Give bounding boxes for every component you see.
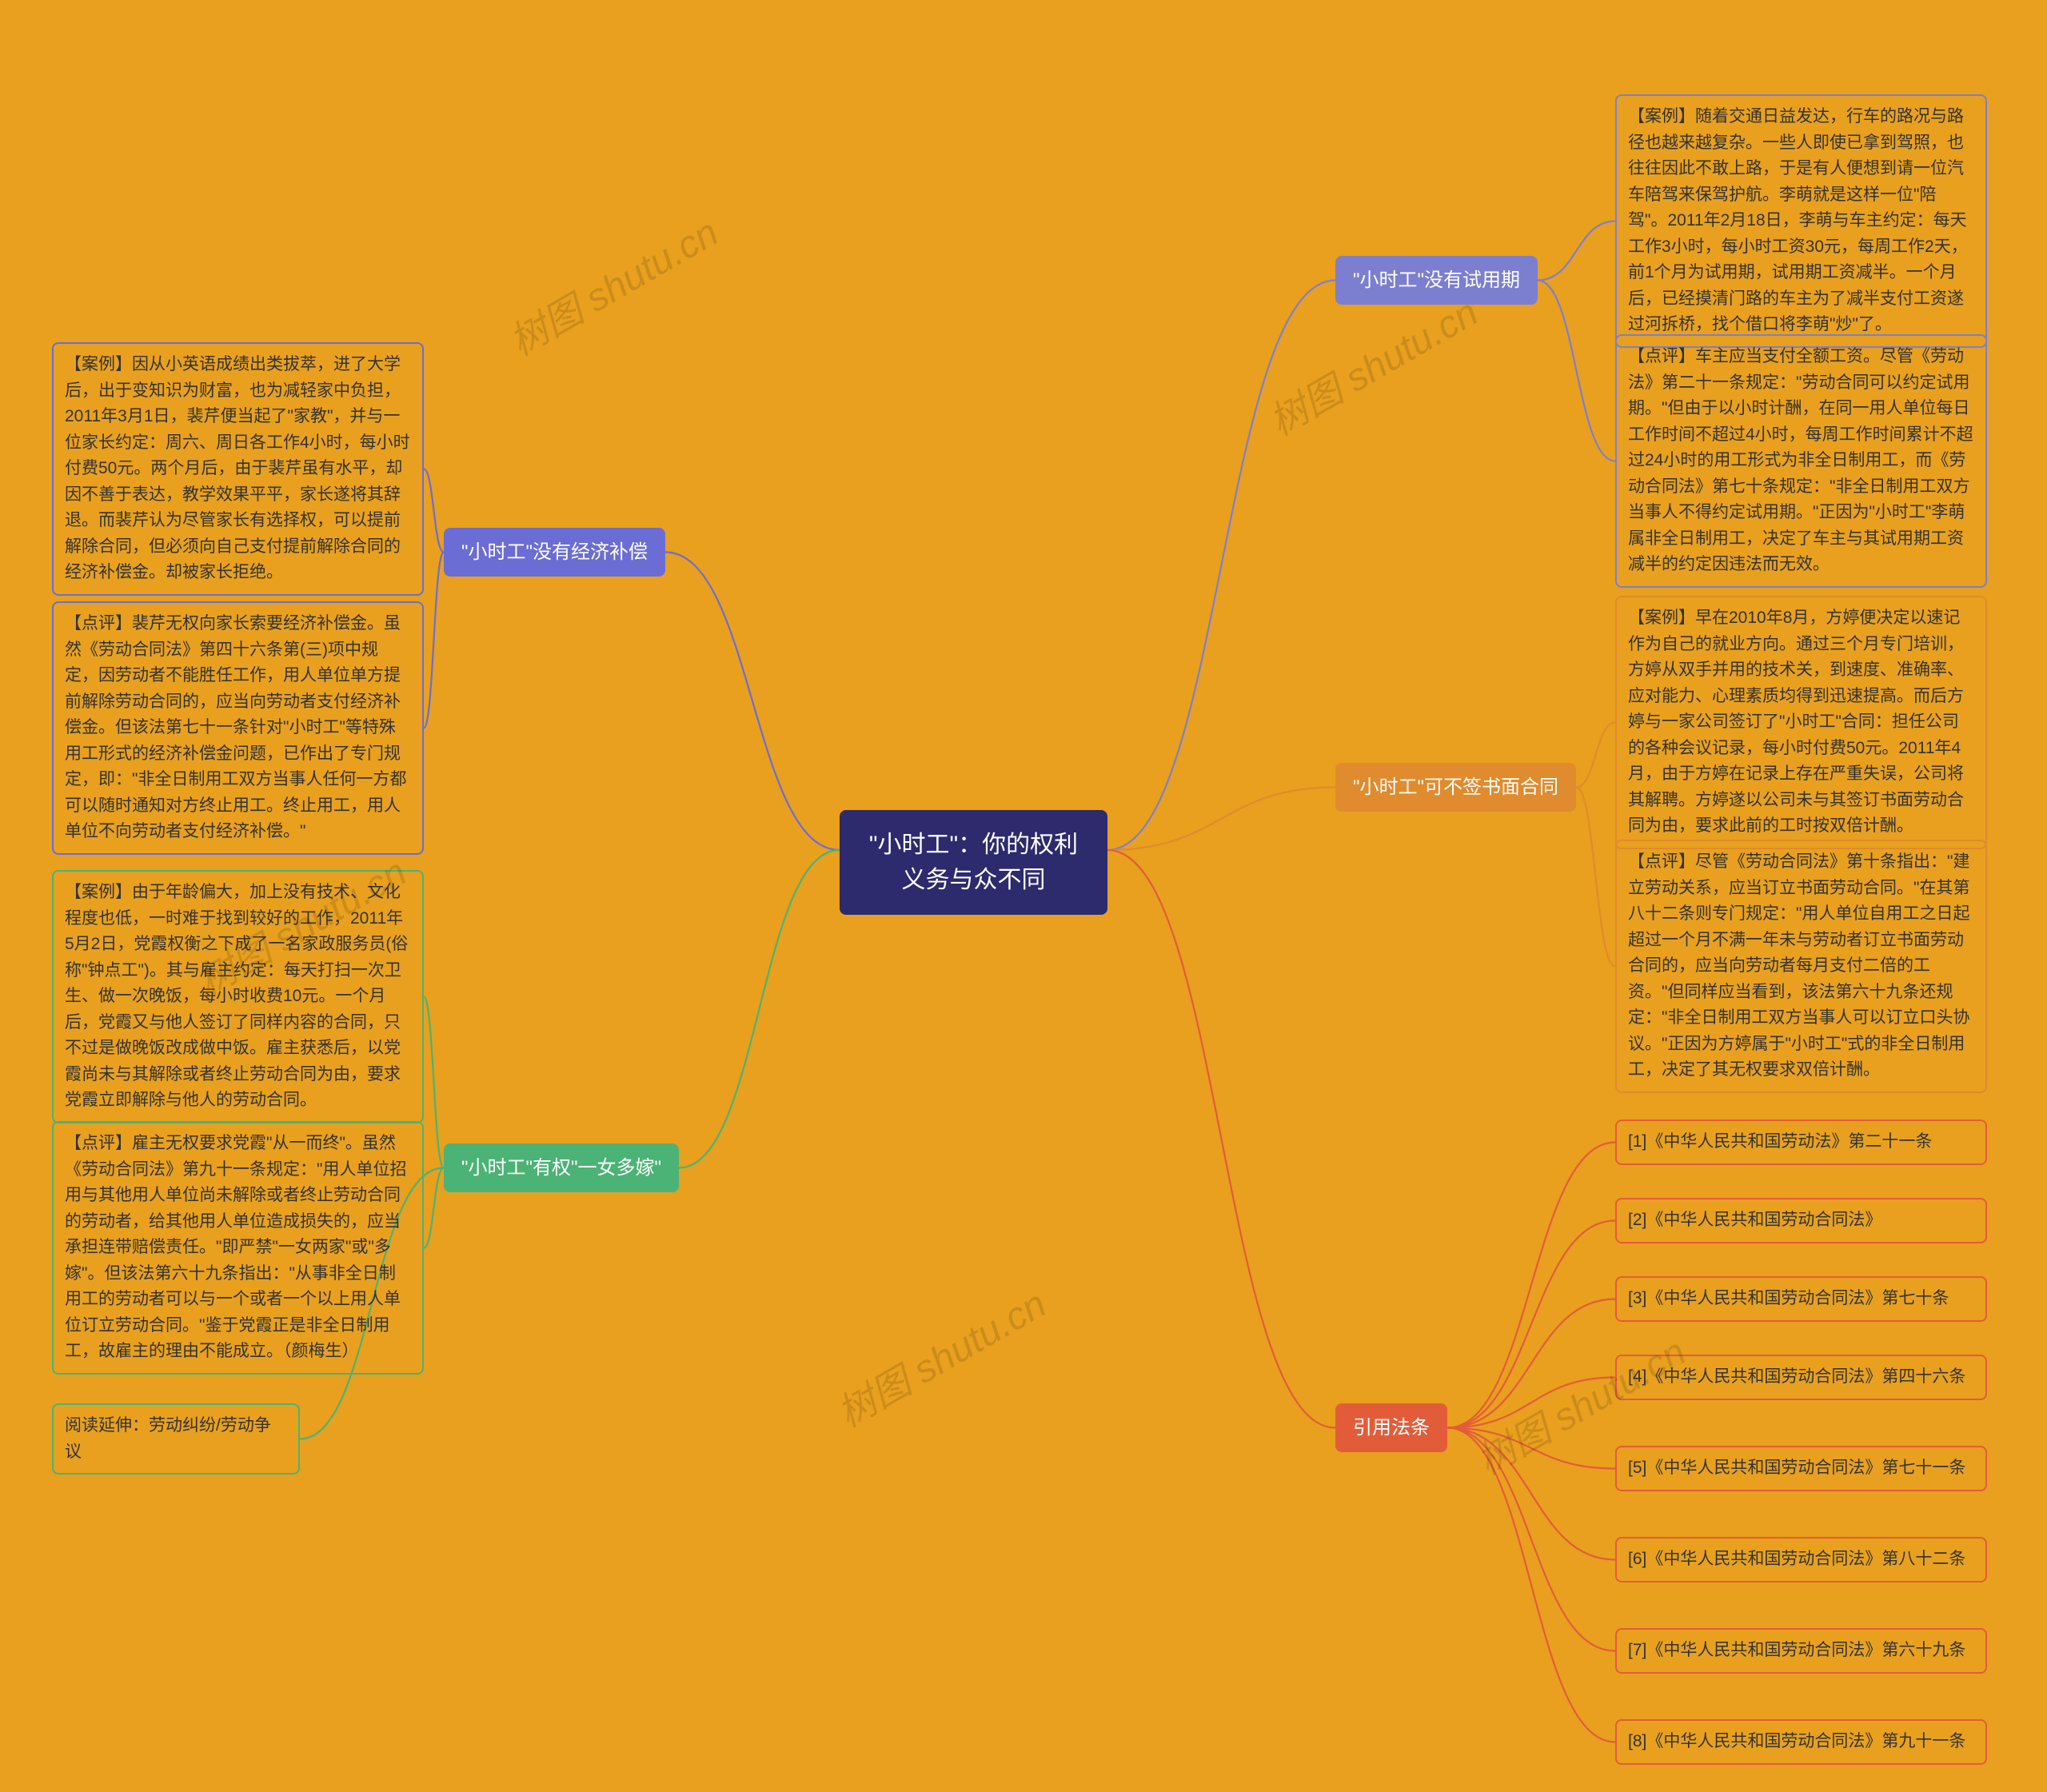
watermark: 树图 shutu.cn xyxy=(1257,281,1486,446)
branch-label: "小时工"有权"一女多嫁" xyxy=(461,1157,661,1179)
branch-label: 引用法条 xyxy=(1353,1417,1430,1439)
leaf-text: [8]《中华人民共和国劳动合同法》第九十一条 xyxy=(1628,1732,1965,1750)
leaf-b1-1: 【点评】车主应当支付全额工资。尽管《劳动法》第二十一条规定："劳动合同可以约定试… xyxy=(1615,334,1987,588)
leaf-b4-1: 【点评】裴芹无权向家长索要经济补偿金。虽然《劳动合同法》第四十六条第(三)项中规… xyxy=(52,601,424,855)
leaf-b2-0: 【案例】早在2010年8月，方婷便决定以速记作为自己的就业方向。通过三个月专门培… xyxy=(1615,596,1987,849)
leaf-b5-0: 【案例】由于年龄偏大，加上没有技术、文化程度也低，一时难于找到较好的工作，201… xyxy=(52,870,424,1123)
leaf-text: [6]《中华人民共和国劳动合同法》第八十二条 xyxy=(1628,1550,1965,1568)
branch-b5: "小时工"有权"一女多嫁" xyxy=(444,1143,679,1192)
branch-b4: "小时工"没有经济补偿 xyxy=(444,528,665,577)
leaf-text: 阅读延伸：劳动纠纷/劳动争议 xyxy=(65,1416,271,1461)
leaf-b3-0: [1]《中华人民共和国劳动法》第二十一条 xyxy=(1615,1120,1987,1165)
leaf-text: 【点评】雇主无权要求党霞"从一而终"。虽然《劳动合同法》第九十一条规定："用人单… xyxy=(65,1134,406,1360)
leaf-text: 【点评】裴芹无权向家长索要经济补偿金。虽然《劳动合同法》第四十六条第(三)项中规… xyxy=(65,614,406,840)
leaf-b3-2: [3]《中华人民共和国劳动合同法》第七十条 xyxy=(1615,1276,1987,1322)
leaf-text: 【案例】由于年龄偏大，加上没有技术、文化程度也低，一时难于找到较好的工作，201… xyxy=(65,883,408,1109)
leaf-b3-3: [4]《中华人民共和国劳动合同法》第四十六条 xyxy=(1615,1355,1987,1400)
branch-b2: "小时工"可不签书面合同 xyxy=(1335,763,1576,812)
branch-b1: "小时工"没有试用期 xyxy=(1335,256,1538,305)
branch-label: "小时工"可不签书面合同 xyxy=(1353,776,1558,798)
leaf-text: 【案例】因从小英语成绩出类拔萃，进了大学后，出于变知识为财富，也为减轻家中负担，… xyxy=(65,355,410,581)
leaf-text: 【点评】车主应当支付全额工资。尽管《劳动法》第二十一条规定："劳动合同可以约定试… xyxy=(1628,347,1973,573)
watermark-text: 树图 shutu.cn xyxy=(1263,291,1485,444)
leaf-b5-2: 阅读延伸：劳动纠纷/劳动争议 xyxy=(52,1403,300,1475)
leaf-text: [2]《中华人民共和国劳动合同法》 xyxy=(1628,1211,1881,1229)
branch-label: "小时工"没有经济补偿 xyxy=(461,541,648,563)
watermark-text: 树图 shutu.cn xyxy=(831,1283,1053,1435)
leaf-text: [4]《中华人民共和国劳动合同法》第四十六条 xyxy=(1628,1367,1965,1386)
center-node: "小时工"：你的权利义务与众不同 xyxy=(840,810,1107,915)
leaf-b2-1: 【点评】尽管《劳动合同法》第十条指出："建立劳动关系，应当订立书面劳动合同。"在… xyxy=(1615,840,1987,1093)
leaf-b3-1: [2]《中华人民共和国劳动合同法》 xyxy=(1615,1198,1987,1243)
leaf-text: 【点评】尽管《劳动合同法》第十条指出："建立劳动关系，应当订立书面劳动合同。"在… xyxy=(1628,852,1969,1079)
watermark: 树图 shutu.cn xyxy=(497,202,727,366)
leaf-text: 【案例】随着交通日益发达，行车的路况与路径也越来越复杂。一些人即使已拿到驾照，也… xyxy=(1628,107,1968,333)
leaf-text: [3]《中华人民共和国劳动合同法》第七十条 xyxy=(1628,1289,1949,1307)
leaf-text: [1]《中华人民共和国劳动法》第二十一条 xyxy=(1628,1132,1932,1151)
leaf-b3-4: [5]《中华人民共和国劳动合同法》第七十一条 xyxy=(1615,1446,1987,1491)
leaf-text: [5]《中华人民共和国劳动合同法》第七十一条 xyxy=(1628,1459,1965,1477)
watermark-text: 树图 shutu.cn xyxy=(503,211,725,364)
leaf-b4-0: 【案例】因从小英语成绩出类拔萃，进了大学后，出于变知识为财富，也为减轻家中负担，… xyxy=(52,342,424,596)
center-text: "小时工"：你的权利义务与众不同 xyxy=(869,832,1078,893)
leaf-b5-1: 【点评】雇主无权要求党霞"从一而终"。虽然《劳动合同法》第九十一条规定："用人单… xyxy=(52,1121,424,1375)
branch-b3: 引用法条 xyxy=(1335,1403,1447,1452)
leaf-b1-0: 【案例】随着交通日益发达，行车的路况与路径也越来越复杂。一些人即使已拿到驾照，也… xyxy=(1615,94,1987,348)
leaf-text: [7]《中华人民共和国劳动合同法》第六十九条 xyxy=(1628,1641,1965,1659)
branch-label: "小时工"没有试用期 xyxy=(1353,269,1520,291)
watermark: 树图 shutu.cn xyxy=(825,1273,1055,1438)
leaf-text: 【案例】早在2010年8月，方婷便决定以速记作为自己的就业方向。通过三个月专门培… xyxy=(1628,609,1964,835)
leaf-b3-6: [7]《中华人民共和国劳动合同法》第六十九条 xyxy=(1615,1628,1987,1674)
leaf-b3-7: [8]《中华人民共和国劳动合同法》第九十一条 xyxy=(1615,1719,1987,1765)
leaf-b3-5: [6]《中华人民共和国劳动合同法》第八十二条 xyxy=(1615,1537,1987,1582)
